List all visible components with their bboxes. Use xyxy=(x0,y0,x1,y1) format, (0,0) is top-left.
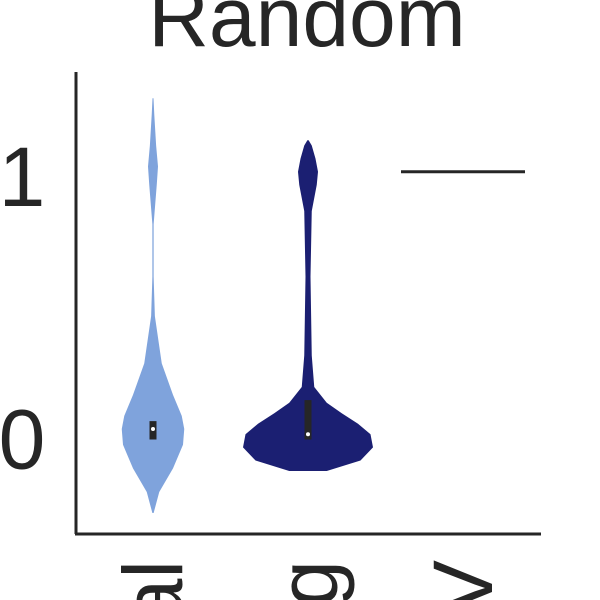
violin-group xyxy=(121,98,525,513)
violin-2-median-dot xyxy=(306,432,310,437)
violin-1-body xyxy=(121,98,185,513)
violin-1-median-dot xyxy=(151,427,155,431)
x-tick-label: V xyxy=(416,560,510,600)
x-tick-group: al g V xyxy=(106,560,510,600)
x-tick-label: g xyxy=(261,560,355,600)
violin-2-body xyxy=(243,140,373,471)
y-tick-label: 0 xyxy=(0,392,45,486)
chart-title: Random xyxy=(148,0,466,64)
y-tick-label: 1 xyxy=(0,130,45,224)
y-tick-group: 01 xyxy=(0,130,45,487)
x-tick-label: al xyxy=(106,560,200,600)
